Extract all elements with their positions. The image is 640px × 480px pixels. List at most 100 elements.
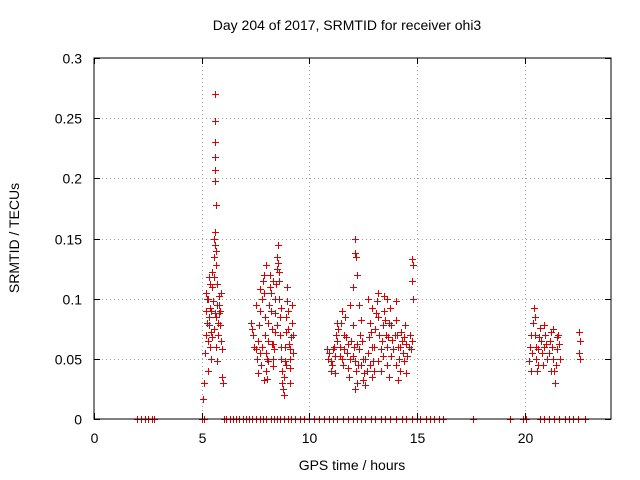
data-point (345, 341, 352, 348)
data-point (367, 320, 374, 327)
data-point (268, 308, 275, 315)
data-point (364, 368, 371, 375)
data-point (214, 358, 221, 365)
data-point (268, 290, 275, 297)
data-point (546, 350, 553, 357)
data-point (344, 350, 351, 357)
data-point (577, 356, 584, 363)
data-point (403, 341, 410, 348)
data-point (397, 368, 404, 375)
data-point (210, 298, 217, 305)
data-point (209, 334, 216, 341)
data-point (277, 332, 284, 339)
data-point (393, 317, 400, 324)
data-point (329, 362, 336, 369)
data-point (249, 326, 256, 333)
data-point (380, 353, 387, 360)
data-point (348, 338, 355, 345)
data-point (576, 350, 583, 357)
data-point (378, 346, 385, 353)
data-point (335, 326, 342, 333)
data-point (260, 278, 267, 285)
data-point (538, 338, 545, 345)
data-point (263, 350, 270, 357)
data-point (576, 329, 583, 336)
data-point (553, 362, 560, 369)
data-point (267, 284, 274, 291)
data-point (218, 338, 225, 345)
data-point (536, 334, 543, 341)
data-point (402, 322, 409, 329)
y-tick-label: 0.2 (63, 171, 83, 187)
data-point (218, 290, 225, 297)
data-point (201, 380, 208, 387)
data-point (354, 272, 361, 279)
data-point (381, 293, 388, 300)
data-point (556, 341, 563, 348)
data-point (213, 344, 220, 351)
data-point (204, 296, 211, 303)
data-point (351, 344, 358, 351)
data-point (409, 256, 416, 263)
data-point (328, 358, 335, 365)
data-point (345, 365, 352, 372)
data-point (284, 298, 291, 305)
data-point (389, 337, 396, 344)
data-point (384, 344, 391, 351)
data-point (352, 386, 359, 393)
data-point (200, 396, 207, 403)
data-point (281, 392, 288, 399)
data-point (332, 370, 339, 377)
data-point (284, 284, 291, 291)
y-tick-label: 0.1 (63, 292, 83, 308)
data-point (396, 356, 403, 363)
data-point (283, 362, 290, 369)
data-point (282, 358, 289, 365)
data-point (262, 332, 269, 339)
data-point (409, 338, 416, 345)
data-point (255, 370, 262, 377)
data-point (384, 362, 391, 369)
data-point (215, 332, 222, 339)
data-point (399, 338, 406, 345)
data-point (207, 344, 214, 351)
data-point (334, 338, 341, 345)
data-point (263, 262, 270, 269)
data-point (387, 305, 394, 312)
data-point (365, 350, 372, 357)
data-point (212, 242, 219, 249)
data-point (369, 305, 376, 312)
data-point (324, 346, 331, 353)
data-point (357, 332, 364, 339)
data-point (368, 329, 375, 336)
data-point (365, 296, 372, 303)
data-point (533, 356, 540, 363)
data-point (270, 341, 277, 348)
data-point (286, 341, 293, 348)
data-point (208, 356, 215, 363)
data-point (258, 362, 265, 369)
data-point (211, 236, 218, 243)
data-point (362, 356, 369, 363)
y-tick-label: 0.25 (55, 111, 82, 127)
data-point (409, 278, 416, 285)
data-point (535, 362, 542, 369)
data-point (253, 302, 260, 309)
data-point (256, 322, 263, 329)
data-point (526, 358, 533, 365)
y-tick-label: 0.05 (55, 352, 82, 368)
data-point (528, 368, 535, 375)
grid-lines (94, 58, 611, 419)
data-point (550, 326, 557, 333)
data-point (207, 281, 214, 288)
data-point (259, 296, 266, 303)
data-point (395, 377, 402, 384)
data-point (354, 341, 361, 348)
data-point (269, 326, 276, 333)
data-point (347, 302, 354, 309)
data-point (206, 322, 213, 329)
data-point (539, 350, 546, 357)
data-point (276, 296, 283, 303)
data-point (266, 302, 273, 309)
